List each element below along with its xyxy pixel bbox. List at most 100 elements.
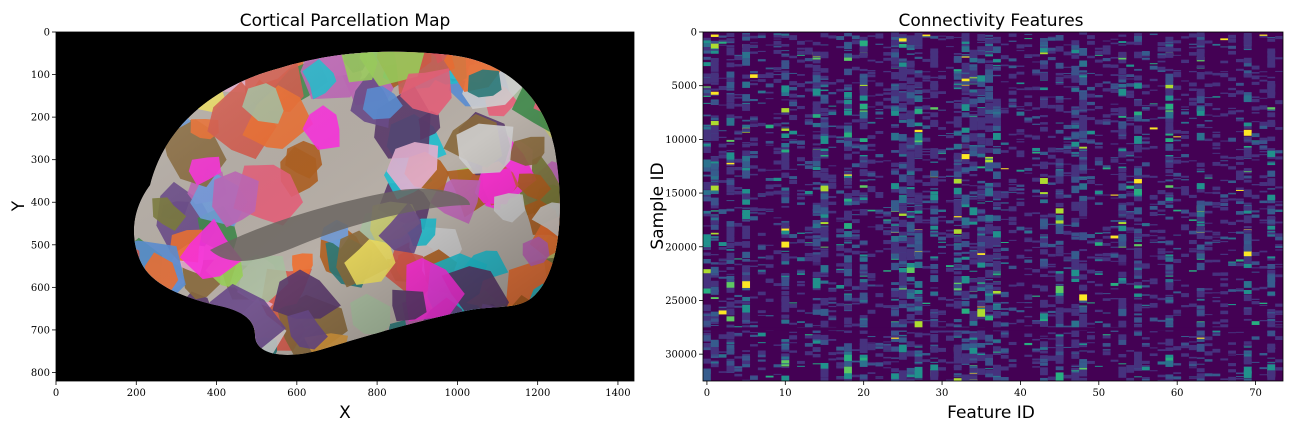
heatmap-cell xyxy=(962,54,970,55)
heatmap-cell xyxy=(899,370,907,377)
heatmap-cell xyxy=(1189,52,1197,56)
heatmap-cell xyxy=(1103,41,1111,42)
heatmap-cell xyxy=(938,297,946,300)
heatmap-cell xyxy=(891,299,899,301)
heatmap-cell xyxy=(1134,53,1142,55)
heatmap-cell xyxy=(1252,301,1260,304)
heatmap-cell xyxy=(875,83,883,87)
heatmap-cell xyxy=(758,59,766,61)
heatmap-cell xyxy=(1032,124,1040,125)
heatmap-cell xyxy=(1001,349,1009,353)
heatmap-cell xyxy=(742,38,750,40)
heatmap-cell xyxy=(1158,298,1166,300)
heatmap-cell xyxy=(1267,91,1275,95)
heatmap-cell xyxy=(868,310,876,314)
heatmap-cell xyxy=(805,161,813,164)
heatmap-cell xyxy=(938,359,946,362)
heatmap-cell xyxy=(954,319,962,322)
heatmap-cell xyxy=(711,134,719,141)
heatmap-cell xyxy=(789,337,797,340)
heatmap-cell xyxy=(993,272,1001,273)
heatmap-cell xyxy=(1220,164,1228,166)
heatmap-cell xyxy=(703,225,711,226)
heatmap-cell xyxy=(1205,373,1213,376)
heatmap-cell xyxy=(1118,203,1126,205)
heatmap-cell xyxy=(1056,170,1064,176)
heatmap-cell xyxy=(1212,142,1220,146)
heatmap-cell xyxy=(852,55,860,59)
heatmap-cell xyxy=(711,176,719,180)
heatmap-cell xyxy=(1244,97,1252,101)
heatmap-cell xyxy=(852,67,860,71)
heatmap-cell xyxy=(1126,143,1134,144)
heatmap-cell xyxy=(1181,192,1189,195)
heatmap-cell xyxy=(805,343,813,347)
heatmap-cell xyxy=(734,176,742,177)
heatmap-cell xyxy=(977,154,985,157)
heatmap-cell xyxy=(844,42,852,49)
heatmap-cell xyxy=(1087,140,1095,143)
heatmap-cell xyxy=(789,35,797,39)
heatmap-cell xyxy=(907,85,915,92)
heatmap-cell xyxy=(962,57,970,58)
heatmap-cell xyxy=(1158,211,1166,212)
heatmap-cell xyxy=(852,349,860,351)
heatmap-cell xyxy=(1071,40,1079,45)
heatmap-cell xyxy=(1024,302,1032,303)
heatmap-cell xyxy=(977,119,985,126)
heatmap-cell xyxy=(742,350,750,352)
heatmap-cell xyxy=(899,286,907,289)
heatmap-cell xyxy=(750,36,758,39)
heatmap-cell xyxy=(742,219,750,220)
heatmap-cell xyxy=(727,88,735,91)
heatmap-cell xyxy=(1181,179,1189,180)
heatmap-cell xyxy=(1056,246,1064,248)
heatmap-cell xyxy=(1009,184,1017,185)
heatmap-cell xyxy=(907,255,915,260)
heatmap-cell xyxy=(844,373,852,379)
heatmap-cell xyxy=(1220,73,1228,77)
heatmap-cell xyxy=(1252,195,1260,199)
heatmap-cell xyxy=(703,51,711,54)
heatmap-cell xyxy=(915,206,923,211)
heatmap-cell xyxy=(1158,361,1166,364)
heatmap-cell xyxy=(719,310,727,314)
heatmap-cell xyxy=(711,198,719,206)
heatmap-cell xyxy=(1173,315,1181,316)
heatmap-cell xyxy=(930,162,938,163)
heatmap-cell xyxy=(1126,193,1134,196)
heatmap-cell xyxy=(1252,184,1260,185)
heatmap-cell xyxy=(1142,294,1150,295)
heatmap-cell xyxy=(1064,333,1072,335)
heatmap-cell xyxy=(1095,191,1103,194)
heatmap-cell xyxy=(703,252,711,255)
heatmap-cell xyxy=(868,226,876,227)
heatmap-cell xyxy=(977,246,985,253)
heatmap-cell xyxy=(1150,353,1158,356)
heatmap-cell xyxy=(1142,105,1150,106)
heatmap-cell xyxy=(1181,80,1189,81)
heatmap-cell xyxy=(977,255,985,262)
heatmap-cell xyxy=(781,242,789,248)
heatmap-cell xyxy=(899,207,907,213)
heatmap-cell xyxy=(1252,239,1260,241)
heatmap-cell xyxy=(1017,283,1025,287)
heatmap-cell xyxy=(1212,162,1220,166)
heatmap-cell xyxy=(774,283,782,286)
heatmap-cell xyxy=(962,301,970,305)
heatmap-cell xyxy=(1252,154,1260,157)
heatmap-cell xyxy=(781,276,789,277)
heatmap-cell xyxy=(899,241,907,243)
heatmap-cell xyxy=(734,258,742,259)
heatmap-cell xyxy=(813,256,821,257)
heatmap-cell xyxy=(985,40,993,44)
heatmap-cell xyxy=(844,123,852,124)
heatmap-cell xyxy=(1244,73,1252,77)
heatmap-cell xyxy=(734,138,742,140)
heatmap-cell xyxy=(844,255,852,262)
heatmap-cell xyxy=(703,343,711,347)
heatmap-cell xyxy=(907,368,915,372)
heatmap-cell xyxy=(1259,208,1267,209)
heatmap-cell xyxy=(915,195,923,203)
heatmap-cell xyxy=(781,320,789,324)
